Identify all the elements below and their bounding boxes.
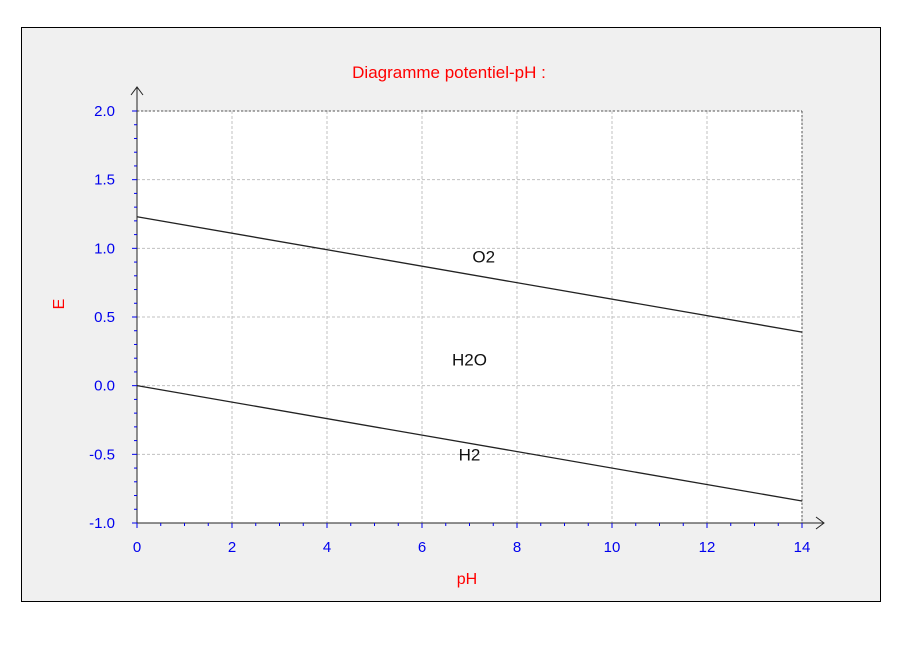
y-tick-label: -1.0: [89, 515, 115, 532]
x-tick-label: 0: [133, 539, 141, 556]
region-label-o2: O2: [472, 248, 495, 267]
region-label-h2o: H2O: [452, 351, 487, 370]
y-tick-label: 0.5: [94, 309, 115, 326]
x-tick-label: 4: [323, 539, 331, 556]
y-tick-label: -0.5: [89, 446, 115, 463]
x-tick-label: 8: [513, 539, 521, 556]
y-axis-arrow: [130, 86, 144, 96]
y-tick-label: 0.0: [94, 378, 115, 395]
series-line-0: [136, 216, 803, 333]
x-axis-label: pH: [457, 571, 477, 588]
y-axis-label: E: [51, 299, 68, 310]
chart-title: Diagramme potentiel-pH :: [352, 63, 546, 82]
x-tick-label: 14: [794, 539, 811, 556]
series-line-1: [136, 385, 803, 502]
potential-ph-chart: 0 2 4 6 8 10 12 14 2.0 1.5 1.0 0.5 0.0 -0.5 -1.0 O2 H2O H…: [51, 63, 825, 588]
x-tick-label: 12: [699, 539, 716, 556]
region-label-h2: H2: [459, 445, 481, 464]
x-axis-arrow: [815, 516, 825, 530]
chart-frame: 0 2 4 6 8 10 12 14 2.0 1.5 1.0 0.5 0.0 -0.5 -1.0 O2 H2O H…: [21, 27, 881, 602]
y-tick-label: 1.0: [94, 240, 115, 257]
y-tick-label: 2.0: [94, 103, 115, 120]
x-tick-label: 6: [418, 539, 426, 556]
x-tick-label: 10: [604, 539, 621, 556]
y-tick-label: 1.5: [94, 172, 115, 189]
x-tick-label: 2: [228, 539, 236, 556]
